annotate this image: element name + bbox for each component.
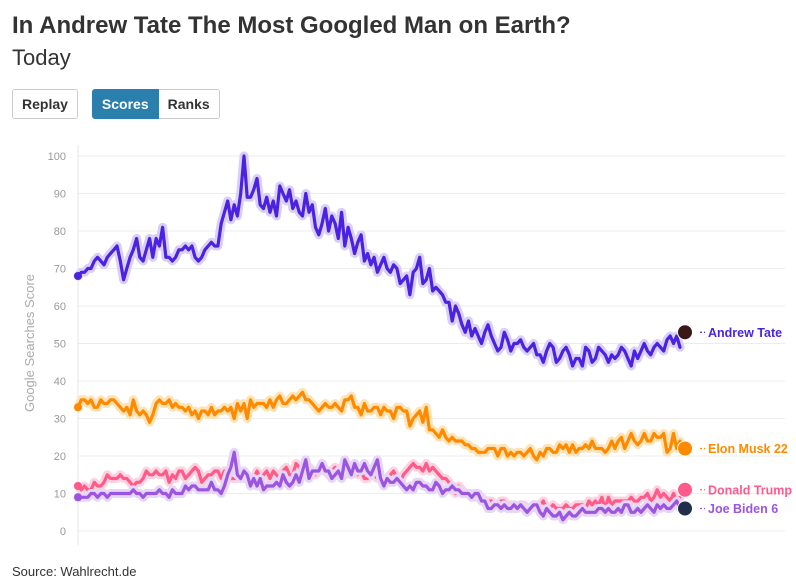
y-tick-label: 30 <box>54 414 66 426</box>
elon-musk-line <box>76 390 682 462</box>
elon-musk-start-point <box>74 403 82 412</box>
andrew-tate-line-glow <box>73 151 685 371</box>
series-end-markers: Andrew Tate Elon Musk 22 Donald Trump Joe B… <box>677 324 792 517</box>
andrew-tate-end-label: Andrew Tate <box>708 326 782 340</box>
series-lines <box>73 151 685 525</box>
andrew-tate-start-point <box>74 272 82 280</box>
y-axis-label: Google Searches Score <box>22 274 37 412</box>
y-tick-label: 10 <box>54 489 66 501</box>
joe-biden-end-marker[interactable] <box>677 500 693 517</box>
y-tick-label: 0 <box>60 526 66 538</box>
chart-title: In Andrew Tate The Most Googled Man on E… <box>12 12 571 39</box>
y-tick-label: 80 <box>54 226 66 238</box>
y-tick-label: 40 <box>54 376 66 388</box>
donald-trump-end-label: Donald Trump <box>708 483 792 497</box>
replay-button[interactable]: Replay <box>12 89 78 119</box>
joe-biden-line <box>76 450 682 522</box>
y-tick-label: 50 <box>54 339 66 351</box>
y-tick-label: 60 <box>54 301 66 313</box>
y-tick-label: 90 <box>54 189 66 201</box>
joe-biden-start-point <box>74 493 82 502</box>
joe-biden-end-label: Joe Biden 6 <box>708 502 778 516</box>
y-tick-label: 100 <box>48 151 66 163</box>
ranks-button[interactable]: Ranks <box>158 89 220 119</box>
andrew-tate-end-marker[interactable] <box>677 324 693 341</box>
source-note: Source: Wahlrecht.de <box>12 564 137 579</box>
y-tick-labels: 0 10 20 30 40 50 60 70 80 90 100 <box>48 151 66 538</box>
y-tick-label: 70 <box>54 264 66 276</box>
chart-subtitle: Today <box>12 45 71 70</box>
scores-button[interactable]: Scores <box>91 89 159 119</box>
y-tick-label: 20 <box>54 451 66 463</box>
andrew-tate-line <box>76 154 682 368</box>
view-controls: Replay Scores Ranks <box>12 89 220 119</box>
elon-musk-end-marker[interactable] <box>677 440 693 457</box>
elon-musk-end-label: Elon Musk 22 <box>708 442 788 456</box>
donald-trump-start-point <box>74 482 82 490</box>
donald-trump-end-marker[interactable] <box>677 481 693 498</box>
